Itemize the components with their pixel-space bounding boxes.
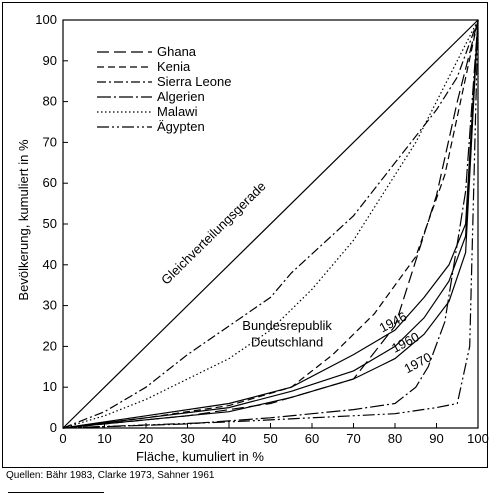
x-tick-label: 60 [305, 431, 319, 446]
x-tick-label: 100 [467, 431, 489, 446]
series-line-kenia [62, 19, 479, 429]
y-tick-label: 100 [35, 12, 57, 27]
y-tick-label: 90 [43, 53, 57, 68]
x-tick-label: 30 [180, 431, 194, 446]
x-axis-label: Fläche, kumuliert in % [136, 449, 264, 464]
y-axis-label: Bevölkerung, kumuliert in % [16, 139, 31, 301]
series-line-1960 [62, 19, 479, 429]
x-tick-label: 10 [97, 431, 111, 446]
y-tick-label: 70 [43, 134, 57, 149]
y-tick-label: 60 [43, 175, 57, 190]
x-tick-label: 20 [139, 431, 153, 446]
y-tick-label: 30 [43, 298, 57, 313]
series-line-sierra-leone [62, 19, 479, 429]
annotation-text: Bundesrepublik [242, 318, 332, 333]
year-label-1970: 1970 [401, 349, 434, 376]
annotation-text: Deutschland [251, 334, 323, 349]
source-note: Quellen: Bähr 1983, Clarke 1973, Sahner … [6, 470, 215, 481]
y-tick-label: 20 [43, 338, 57, 353]
series-line-ägypten [62, 19, 479, 429]
legend-label: Ägypten [157, 119, 205, 134]
series-line-malawi [62, 19, 479, 429]
x-tick-label: 50 [263, 431, 277, 446]
legend-label: Algerien [157, 89, 205, 104]
legend-label: Sierra Leone [157, 74, 231, 89]
y-tick-label: 80 [43, 94, 57, 109]
series-line-1946 [62, 19, 479, 429]
x-tick-label: 70 [346, 431, 360, 446]
legend-label: Ghana [157, 44, 197, 59]
series-line-1970 [62, 19, 479, 429]
y-tick-label: 10 [43, 379, 57, 394]
x-tick-label: 40 [222, 431, 236, 446]
series-line-algerien [62, 19, 479, 429]
y-tick-label: 40 [43, 257, 57, 272]
equality-line [62, 19, 479, 429]
x-tick-label: 80 [388, 431, 402, 446]
y-tick-label: 0 [50, 420, 57, 435]
x-tick-label: 90 [429, 431, 443, 446]
x-tick-label: 0 [59, 431, 66, 446]
figure-frame [2, 2, 488, 468]
year-label-1960: 1960 [389, 329, 422, 356]
equality-line-label: Gleichverteilungsgerade [158, 179, 268, 288]
y-tick-label: 50 [43, 216, 57, 231]
legend-label: Malawi [157, 104, 198, 119]
legend-label: Kenia [157, 59, 191, 74]
footnote-rule [8, 492, 104, 493]
